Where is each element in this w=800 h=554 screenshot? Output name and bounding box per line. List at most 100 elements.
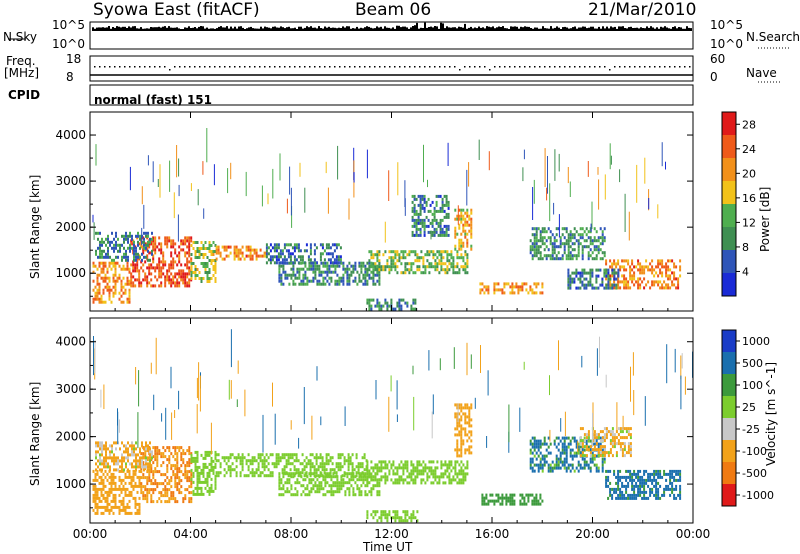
heatmap-cell <box>669 277 672 281</box>
heatmap-cell <box>665 283 668 287</box>
heatmap-streak <box>178 184 180 197</box>
heatmap-cell <box>396 466 399 470</box>
heatmap-cell <box>665 265 668 269</box>
heatmap-cell <box>354 264 357 268</box>
heatmap-cell <box>111 258 113 262</box>
heatmap-cell <box>531 469 534 473</box>
heatmap-cell <box>427 230 430 234</box>
heatmap-cell <box>104 285 107 289</box>
heatmap-cell <box>466 421 469 425</box>
heatmap-cell <box>204 450 207 454</box>
heatmap-streak <box>546 187 548 201</box>
heatmap-cell <box>577 251 580 255</box>
heatmap-cell <box>98 264 101 268</box>
heatmap-cell <box>282 261 285 265</box>
heatmap-cell <box>376 250 379 254</box>
heatmap-cell <box>186 239 189 243</box>
heatmap-cell <box>290 276 293 280</box>
heatmap-cell <box>655 469 658 473</box>
heatmap-cell <box>649 487 652 491</box>
heatmap-cell <box>591 268 594 272</box>
heatmap-cell <box>115 462 117 466</box>
heatmap-cell <box>280 276 283 280</box>
heatmap-cell <box>462 439 465 443</box>
heatmap-cell <box>589 254 592 258</box>
heatmap-cell <box>541 239 544 243</box>
heatmap-cell <box>176 281 179 285</box>
heatmap-cell <box>450 481 453 485</box>
heatmap-cell <box>283 456 286 460</box>
noise-sample <box>436 26 438 31</box>
heatmap-cell <box>613 286 616 290</box>
heatmap-cell <box>241 453 244 457</box>
heatmap-cell <box>619 280 622 284</box>
nave-sample <box>479 66 481 68</box>
heatmap-cell <box>355 456 358 460</box>
heatmap-cell <box>229 453 232 457</box>
heatmap-cell <box>309 462 312 466</box>
heatmap-cell <box>583 448 586 452</box>
heatmap-cell <box>102 511 105 515</box>
heatmap-cell <box>283 255 286 259</box>
heatmap-cell <box>227 459 230 463</box>
heatmap-cell <box>551 466 554 470</box>
noise-sample <box>104 27 106 31</box>
heatmap-cell <box>309 453 312 457</box>
heatmap-cell <box>106 285 109 289</box>
heatmap-cell <box>601 233 604 237</box>
heatmap-cell <box>354 261 357 265</box>
heatmap-cell <box>310 478 313 482</box>
heatmap-cell <box>603 457 606 461</box>
heatmap-cell <box>396 259 399 263</box>
heatmap-cell <box>406 301 409 305</box>
heatmap-cell <box>613 469 616 473</box>
heatmap-cell <box>104 505 107 509</box>
heatmap-cell <box>505 499 508 503</box>
heatmap-cell <box>241 251 244 255</box>
heatmap-cell <box>92 270 95 274</box>
heatmap-cell <box>376 484 379 488</box>
heatmap-cell <box>649 475 652 479</box>
heatmap-cell <box>541 463 544 467</box>
heatmap-cell <box>310 264 313 268</box>
nave-sample <box>644 66 646 68</box>
heatmap-cell <box>330 490 333 494</box>
heatmap-cell <box>333 249 336 253</box>
heatmap-cell <box>339 246 342 250</box>
heatmap-cell <box>635 496 638 500</box>
heatmap-cell <box>587 439 590 443</box>
noise-sample <box>308 27 310 31</box>
heatmap-cell <box>99 240 101 244</box>
heatmap-cell <box>657 490 660 494</box>
heatmap-cell <box>669 478 672 482</box>
heatmap-cell <box>142 452 145 456</box>
heatmap-cell <box>581 439 584 443</box>
heatmap-cell <box>154 245 157 249</box>
heatmap-cell <box>617 475 620 479</box>
heatmap-cell <box>378 301 381 305</box>
heatmap-cell <box>581 254 584 258</box>
heatmap-cell <box>322 276 325 280</box>
heatmap-cell <box>113 246 115 250</box>
noise-sample <box>192 27 194 31</box>
heatmap-cell <box>160 473 163 477</box>
heatmap-cell <box>545 254 548 258</box>
heatmap-cell <box>657 472 660 476</box>
heatmap-cell <box>549 257 552 261</box>
heatmap-cell <box>267 258 270 262</box>
heatmap-cell <box>631 487 634 491</box>
heatmap-cell <box>233 251 236 255</box>
heatmap-cell <box>114 270 117 274</box>
heatmap-cell <box>613 259 616 263</box>
heatmap-cell <box>587 463 590 467</box>
heatmap-cell <box>210 259 213 262</box>
heatmap-cell <box>585 245 588 249</box>
heatmap-cell <box>425 224 428 228</box>
heatmap-cell <box>122 276 125 280</box>
heatmap-cell <box>443 233 446 237</box>
heatmap-cell <box>309 459 312 463</box>
heatmap-cell <box>194 468 197 472</box>
heatmap-cell <box>549 239 552 243</box>
heatmap-cell <box>579 451 582 455</box>
heatmap-cell <box>140 485 143 489</box>
